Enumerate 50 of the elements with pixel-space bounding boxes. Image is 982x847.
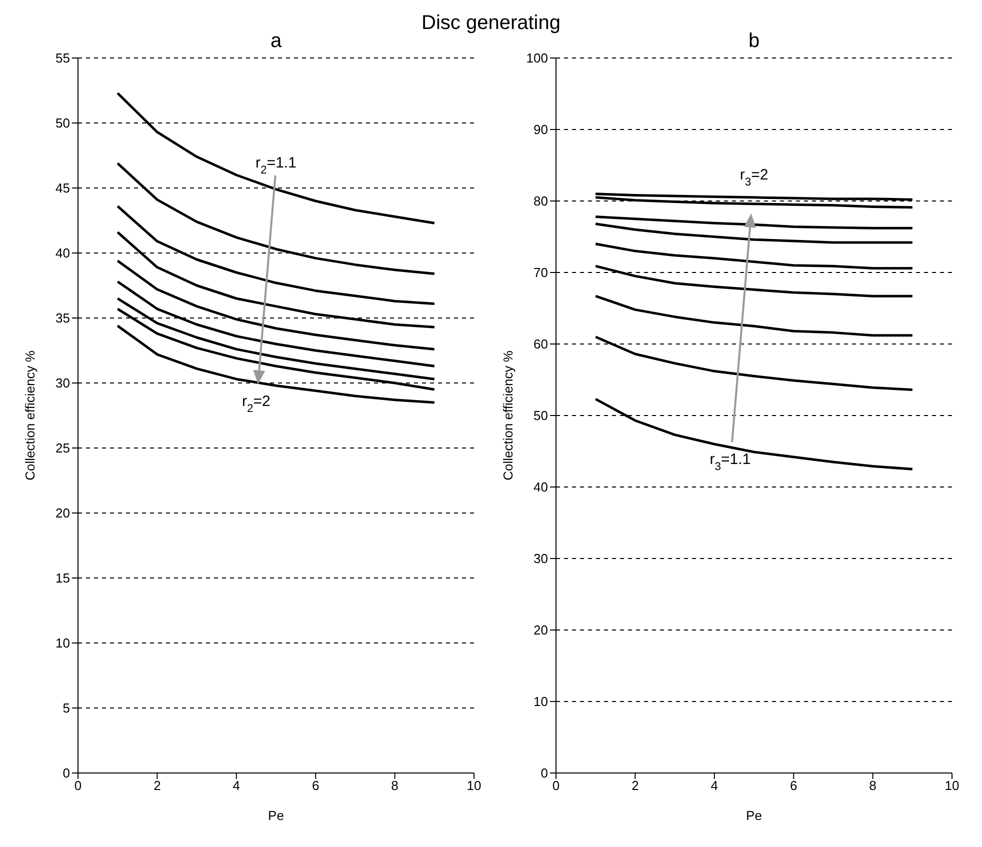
x-tick-label: 0	[74, 778, 82, 794]
chart-title: a	[270, 30, 282, 52]
x-tick-label: 4	[232, 778, 240, 794]
x-tick-label: 2	[154, 778, 161, 794]
y-tick-label: 20	[56, 506, 70, 521]
y-tick-label: 30	[534, 551, 548, 566]
annotation: r$_{3}$=1.1	[710, 451, 751, 474]
annotation: r$_{3}$=2	[740, 166, 768, 189]
x-tick-label: 6	[312, 778, 320, 794]
y-axis-title: Collection efficiency %	[22, 350, 38, 480]
x-tick-label: 10	[944, 778, 960, 794]
y-tick-label: 70	[534, 265, 548, 280]
y-tick-label: 25	[56, 440, 70, 456]
y-tick-label: 10	[534, 694, 548, 710]
annotation: r$_{2}$=1.1	[256, 154, 296, 176]
x-tick-label: 6	[790, 778, 798, 794]
y-tick-label: 35	[56, 310, 70, 326]
x-tick-label: 8	[391, 778, 398, 794]
x-axis-title: Pe	[268, 808, 284, 823]
y-tick-label: 90	[534, 122, 548, 138]
line-series	[594, 222, 914, 244]
y-tick-label: 20	[534, 622, 548, 638]
y-tick-label: 30	[56, 376, 70, 391]
y-tick-label: 0	[62, 766, 70, 781]
x-tick-label: 0	[552, 778, 560, 794]
y-tick-label: 5	[62, 700, 70, 716]
chart-title: b	[748, 30, 760, 52]
y-tick-label: 40	[56, 246, 70, 261]
y-tick-label: 55	[56, 50, 70, 66]
text: Disc generating	[422, 12, 560, 34]
y-tick-label: 50	[534, 408, 548, 424]
y-tick-label: 15	[56, 570, 70, 586]
y-tick-label: 0	[540, 766, 548, 781]
y-tick-label: 45	[56, 180, 70, 196]
x-axis-title: Pe	[746, 808, 762, 823]
line-series	[594, 215, 914, 230]
y-tick-label: 10	[56, 636, 70, 651]
y-tick-label: 60	[534, 336, 548, 352]
y-axis-title: Collection efficiency %	[500, 350, 516, 480]
line-series	[594, 242, 914, 270]
x-tick-label: 8	[869, 778, 876, 794]
x-tick-label: 10	[466, 778, 482, 794]
x-tick-label: 2	[632, 778, 639, 794]
y-tick-label: 40	[534, 480, 548, 495]
line-series	[594, 294, 914, 337]
y-tick-label: 50	[56, 116, 70, 131]
annotation: r$_{2}$=2	[242, 393, 270, 416]
y-tick-label: 100	[526, 50, 548, 66]
y-tick-label: 80	[534, 194, 548, 209]
x-tick-label: 4	[710, 778, 718, 794]
